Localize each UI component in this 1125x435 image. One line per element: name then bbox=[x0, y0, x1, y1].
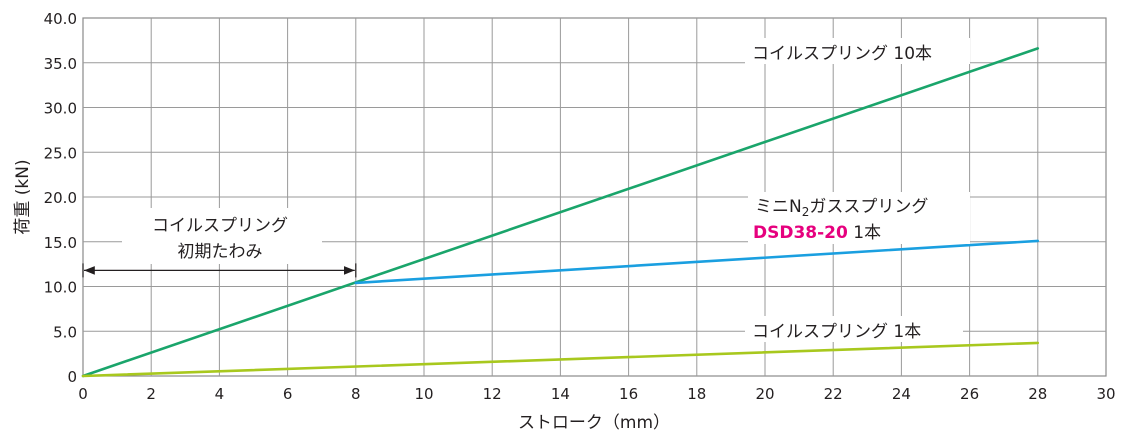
x-tick-label: 22 bbox=[824, 385, 843, 403]
x-tick-label: 4 bbox=[215, 385, 225, 403]
x-tick-label: 18 bbox=[687, 385, 706, 403]
coil1-label-bg bbox=[745, 316, 963, 342]
x-tick-label: 26 bbox=[960, 385, 979, 403]
y-tick-labels: 0 5.0 10.0 15.0 20.0 25.0 30.0 35.0 40.0 bbox=[44, 10, 77, 386]
initial-label-bg bbox=[122, 208, 322, 264]
y-tick-label: 25.0 bbox=[44, 144, 77, 162]
gas-label-bg bbox=[748, 192, 970, 244]
y-tick-label: 0 bbox=[67, 368, 77, 386]
x-tick-label: 30 bbox=[1096, 385, 1115, 403]
gas-label-line2: DSD38-20 1本 bbox=[753, 223, 881, 243]
x-tick-label: 10 bbox=[414, 385, 433, 403]
x-tick-label: 20 bbox=[755, 385, 774, 403]
x-tick-label: 16 bbox=[619, 385, 638, 403]
initial-deflection-label-line2: 初期たわみ bbox=[178, 242, 263, 262]
x-axis-title: ストローク（mm） bbox=[518, 413, 670, 433]
gas-label-line1: ミニN2ガススプリング bbox=[755, 197, 928, 219]
gas-label-suffix: ガススプリング bbox=[809, 197, 928, 217]
x-tick-label: 0 bbox=[78, 385, 88, 403]
y-tick-label: 15.0 bbox=[44, 234, 77, 252]
gas-label-subscript: 2 bbox=[802, 205, 810, 219]
x-tick-label: 24 bbox=[892, 385, 911, 403]
x-tick-label: 6 bbox=[283, 385, 293, 403]
x-tick-label: 28 bbox=[1028, 385, 1047, 403]
x-tick-label: 8 bbox=[351, 385, 361, 403]
gas-label-prefix: ミニN bbox=[755, 197, 802, 217]
coil10-label-bg bbox=[745, 38, 970, 64]
x-tick-label: 12 bbox=[483, 385, 502, 403]
series-line-3 bbox=[81, 341, 1040, 378]
y-axis-title: 荷重 (kN) bbox=[13, 159, 33, 234]
y-tick-label: 40.0 bbox=[44, 10, 77, 28]
x-tick-labels: 0 2 4 6 8 10 12 14 16 18 20 22 24 26 28 30 bbox=[78, 385, 1115, 403]
coil10-label: コイルスプリング 10本 bbox=[752, 44, 932, 64]
gas-model-label: DSD38-20 bbox=[753, 223, 848, 243]
y-tick-label: 30.0 bbox=[44, 100, 77, 118]
initial-deflection-label-line1: コイルスプリング bbox=[152, 216, 288, 236]
series-lines bbox=[81, 47, 1040, 378]
y-tick-label: 10.0 bbox=[44, 279, 77, 297]
series-line-1 bbox=[81, 47, 1040, 378]
x-tick-label: 14 bbox=[551, 385, 570, 403]
gas-count-label: 1本 bbox=[848, 223, 881, 243]
y-tick-label: 20.0 bbox=[44, 189, 77, 207]
y-tick-label: 5.0 bbox=[53, 323, 77, 341]
x-tick-label: 2 bbox=[146, 385, 156, 403]
y-tick-label: 35.0 bbox=[44, 55, 77, 73]
coil1-label: コイルスプリング 1本 bbox=[752, 322, 921, 342]
series-line-2 bbox=[354, 239, 1040, 285]
